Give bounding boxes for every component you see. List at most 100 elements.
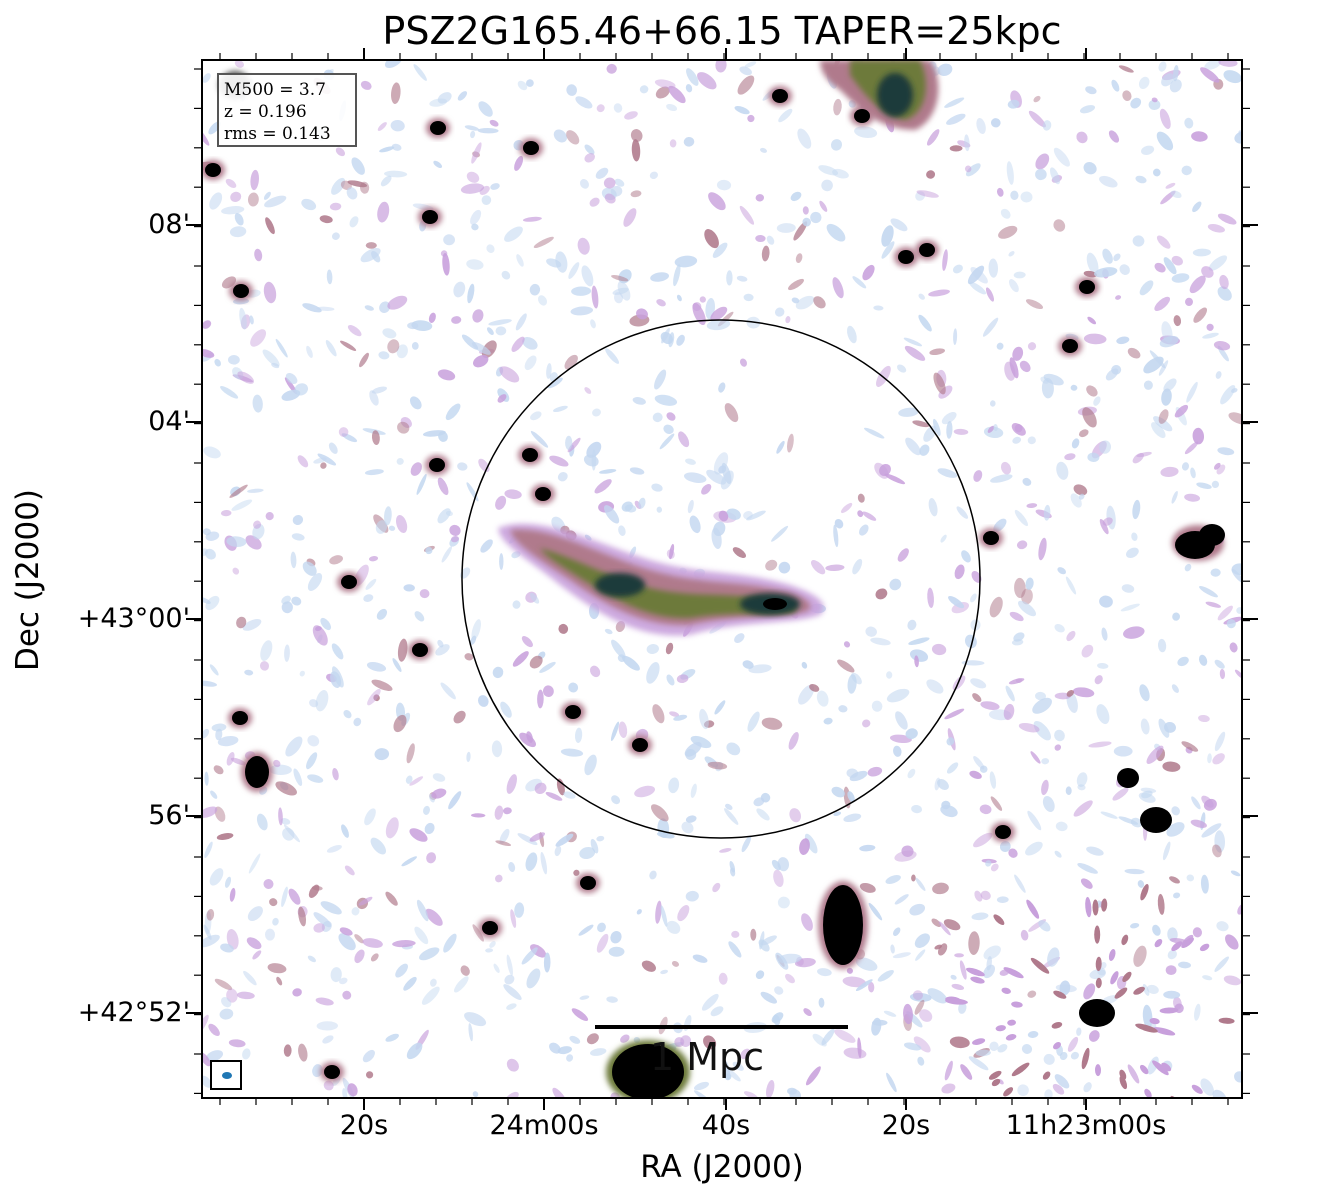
noise-speckle [281,601,293,614]
noise-speckle [1169,876,1180,884]
noise-speckle [932,882,949,895]
noise-speckle [903,1003,913,1025]
noise-speckle [301,198,317,211]
noise-speckle [940,534,947,543]
noise-speckle [359,352,369,368]
noise-speckle [777,896,790,909]
noise-speckle [306,752,318,770]
noise-speckle [298,1043,308,1062]
noise-speckle [974,890,983,902]
noise-speckle [938,921,951,936]
noise-speckle [729,860,736,873]
noise-speckle [1014,874,1026,893]
noise-speckle [654,394,678,406]
noise-speckle [996,187,1004,197]
noise-speckle [526,79,534,87]
noise-speckle [985,860,992,867]
noise-speckle [437,369,456,381]
noise-speckle [590,838,599,854]
noise-speckle [931,918,942,928]
noise-speckle [1083,983,1096,1000]
noise-speckle [338,933,356,951]
noise-speckle [460,183,485,194]
noise-speckle [351,157,365,175]
noise-speckle [470,130,476,139]
noise-speckle [216,833,234,840]
noise-speckle [1033,95,1041,103]
noise-speckle [1136,451,1152,458]
noise-speckle [707,761,728,770]
noise-speckle [1070,384,1078,391]
noise-speckle [499,828,510,844]
noise-speckle [611,274,629,282]
noise-speckle [211,723,227,732]
noise-speckle [611,795,621,805]
noise-speckle [364,808,376,826]
noise-speckle [674,255,698,268]
noise-speckle [704,229,719,249]
noise-speckle [708,192,726,211]
noise-speckle [818,997,825,1008]
noise-speckle [472,1091,479,1098]
noise-speckle [370,837,387,855]
noise-speckle [1094,267,1118,278]
noise-speckle [247,906,263,922]
noise-speckle [1207,224,1225,233]
noise-speckle [1086,385,1098,397]
noise-speckle [204,548,216,560]
noise-speckle [1083,333,1107,345]
ray-artifact [993,914,1005,926]
noise-speckle [816,690,829,707]
noise-speckle [1181,741,1199,752]
noise-speckle [297,455,309,468]
noise-speckle [918,293,925,300]
noise-speckle [1152,168,1161,177]
noise-speckle [1012,436,1022,444]
y-tick-label: 56' [148,800,190,831]
noise-speckle [553,405,568,413]
noise-speckle [1219,274,1229,290]
noise-speckle [596,933,609,953]
noise-speckle [1156,235,1171,249]
noise-speckle [969,770,982,779]
noise-speckle [232,567,240,575]
noise-speckle [471,342,491,355]
noise-speckle [470,209,482,225]
noise-speckle [560,748,584,757]
noise-speckle [1100,811,1118,819]
noise-speckle [669,711,680,717]
noise-speckle [529,283,541,296]
noise-speckle [1170,190,1182,199]
noise-speckle [438,431,448,442]
noise-speckle [1054,850,1062,858]
noise-speckle [331,643,344,660]
noise-speckle [219,1008,234,1020]
noise-speckle [1066,689,1074,697]
noise-speckle [379,146,395,153]
noise-speckle [1201,795,1214,808]
noise-speckle [941,1083,956,1094]
noise-speckle [411,342,419,350]
noise-speckle [710,306,728,321]
noise-speckle [292,514,304,526]
noise-speckle [608,946,625,957]
noise-speckle [952,264,963,274]
noise-speckle [1153,416,1173,432]
noise-speckle [1192,427,1205,445]
noise-speckle [596,835,605,842]
noise-speckle [692,302,706,326]
noise-speckle [942,249,948,271]
noise-speckle [718,510,729,522]
noise-speckle [1229,642,1238,653]
y-tick-label: +42°52' [77,997,190,1028]
noise-speckle [210,790,218,799]
noise-speckle [1013,271,1026,279]
noise-speckle [907,619,917,631]
noise-speckle [269,764,292,776]
noise-speckle [445,403,461,421]
noise-speckle [849,770,868,782]
noise-speckle [1054,1074,1070,1089]
noise-speckle [497,394,507,403]
noise-speckle [785,973,795,984]
noise-speckle [302,561,317,576]
